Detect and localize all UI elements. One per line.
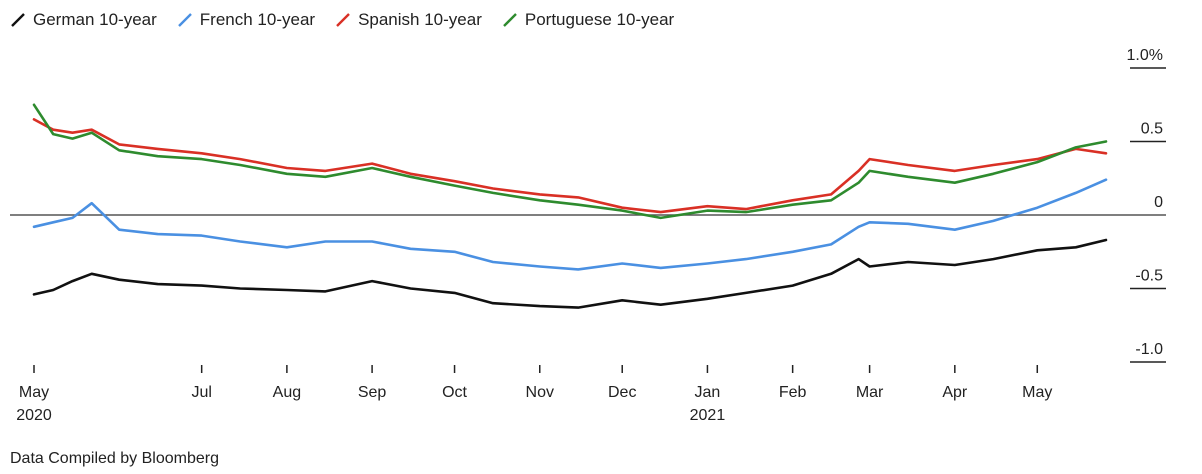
x-tick-label: Oct: [442, 384, 467, 401]
legend-item: Spanish 10-year: [335, 10, 482, 30]
series-line-spanish-10-year: [32, 118, 1108, 214]
x-tick-label: Dec: [608, 384, 636, 401]
legend-swatch: [177, 13, 192, 27]
x-tick-year-label: 2021: [690, 407, 726, 424]
x-tick-label: Feb: [779, 384, 807, 401]
legend-swatch: [503, 13, 517, 27]
x-tick-label: Apr: [942, 384, 968, 401]
y-tick-label: -0.5: [1135, 268, 1163, 285]
legend-label: Spanish 10-year: [358, 10, 482, 29]
series-line-french-10-year: [32, 178, 1108, 271]
legend-swatch-line: [503, 13, 517, 27]
x-tick-label: Jul: [191, 384, 211, 401]
legend-swatch: [11, 13, 25, 27]
source-note: Data Compiled by Bloomberg: [10, 450, 219, 467]
legend-label: French 10-year: [199, 10, 316, 29]
x-tick-label: Nov: [526, 384, 554, 401]
legend-label: Portuguese 10-year: [524, 10, 675, 29]
legend-label: German 10-year: [33, 10, 157, 29]
x-tick-label: Sep: [358, 384, 387, 401]
legend-item: French 10-year: [177, 10, 315, 30]
x-tick-year-label: 2020: [16, 407, 52, 424]
y-tick-label: -1.0: [1135, 341, 1163, 358]
legend-swatch-line: [177, 13, 192, 27]
legend-item: Portuguese 10-year: [502, 10, 674, 30]
y-tick-label: 0.5: [1141, 121, 1163, 138]
series-line-german-10-year: [32, 238, 1108, 309]
x-tick-label: Aug: [273, 384, 301, 401]
legend-item: German 10-year: [10, 10, 157, 30]
x-tick-label: May: [19, 384, 49, 401]
y-tick-label: 1.0%: [1127, 47, 1163, 64]
legend-swatch-line: [11, 13, 25, 27]
series-line-portuguese-10-year: [32, 103, 1108, 220]
y-tick-label: 0: [1154, 194, 1163, 211]
x-tick-label: May: [1022, 384, 1052, 401]
x-tick-label: Mar: [856, 384, 884, 401]
chart-legend: German 10-year French 10-year Spanish 10-y…: [10, 6, 694, 34]
legend-swatch-line: [336, 13, 350, 27]
legend-swatch: [336, 13, 350, 27]
x-tick-label: Jan: [695, 384, 721, 401]
